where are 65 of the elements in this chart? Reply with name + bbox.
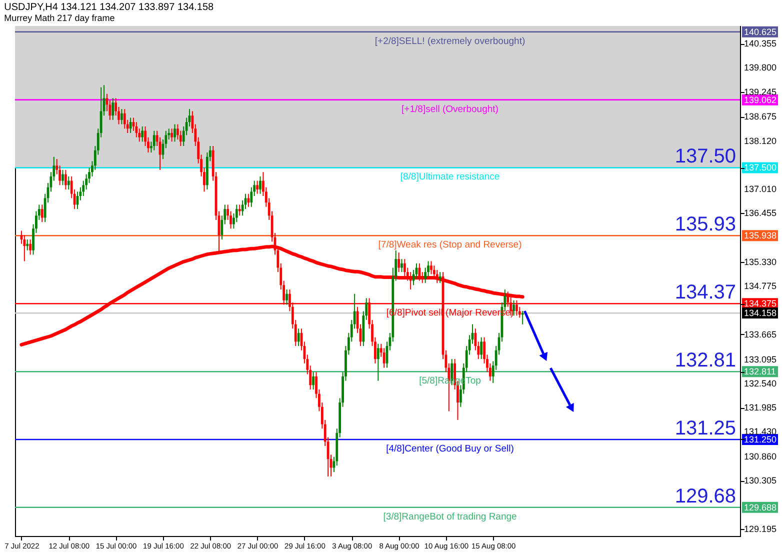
annotation: 135.93 bbox=[674, 214, 736, 236]
y-tick-label: 139.245 bbox=[744, 86, 777, 97]
ref-line-label: [3/8]RangeBot of trading Range bbox=[383, 511, 517, 522]
ref-line-label: [+2/8]SELL! (extremely overbought) bbox=[374, 36, 526, 47]
y-tick-label: 134.775 bbox=[744, 281, 777, 292]
candlestick bbox=[376, 343, 380, 382]
candlestick bbox=[152, 130, 156, 151]
annotation: 134.37 bbox=[674, 282, 736, 304]
ref-line-label: [8/8]Ultimate resistance bbox=[400, 172, 500, 183]
candlestick bbox=[286, 288, 288, 306]
candlestick bbox=[480, 336, 483, 360]
candlestick bbox=[141, 126, 144, 142]
y-tick-label: 129.195 bbox=[744, 524, 777, 534]
candlestick bbox=[432, 265, 436, 280]
y-tick-label: 137.010 bbox=[744, 184, 777, 194]
candlestick bbox=[40, 204, 44, 223]
candlestick bbox=[512, 300, 515, 316]
y-tick-label: 140.355 bbox=[744, 38, 777, 49]
chart-title: USDJPY,H4 134.121 134.207 133.897 134.158 bbox=[4, 2, 214, 13]
y-tick-label: 139.800 bbox=[744, 62, 777, 73]
candlestick bbox=[29, 238, 32, 256]
candlestick bbox=[409, 272, 412, 290]
candlestick bbox=[297, 328, 300, 346]
y-tick-label: 133.095 bbox=[744, 354, 777, 364]
candlestick bbox=[256, 180, 258, 194]
y-tick-label: 133.665 bbox=[744, 329, 777, 340]
y-tick-label: 136.455 bbox=[744, 208, 777, 218]
candlestick bbox=[174, 124, 176, 142]
candlestick bbox=[64, 169, 67, 190]
y-tick-label: 130.305 bbox=[744, 476, 777, 486]
y-tick-label: 138.120 bbox=[744, 136, 777, 146]
ref-line-label: [7/8]Weak res (Stop and Reverse) bbox=[378, 240, 522, 251]
candlestick bbox=[259, 176, 262, 194]
candlestick bbox=[436, 269, 438, 284]
candlestick bbox=[438, 272, 442, 284]
annotation: 137.50 bbox=[674, 146, 736, 168]
annotation: 132.81 bbox=[674, 350, 736, 372]
candlestick bbox=[123, 108, 126, 130]
y-tick-label: 132.540 bbox=[744, 378, 777, 388]
candlestick bbox=[312, 372, 315, 390]
candlestick bbox=[521, 310, 524, 325]
candlestick bbox=[135, 122, 138, 138]
candlestick bbox=[238, 204, 241, 216]
candlestick bbox=[398, 252, 400, 273]
candlestick bbox=[170, 128, 174, 142]
candlestick bbox=[403, 258, 406, 277]
y-tick-label: 138.675 bbox=[744, 112, 777, 122]
candlestick bbox=[400, 258, 403, 273]
candlestick bbox=[418, 262, 421, 282]
candlestick bbox=[120, 108, 123, 125]
candlestick bbox=[112, 98, 114, 120]
candlestick bbox=[67, 176, 70, 190]
y-tick-label: 131.985 bbox=[744, 402, 777, 413]
candlestick bbox=[26, 238, 29, 251]
y-tick-label: 135.330 bbox=[744, 257, 777, 268]
annotation: 131.25 bbox=[674, 417, 736, 440]
candlestick bbox=[430, 260, 432, 275]
candlestick bbox=[62, 169, 64, 186]
chart-subtitle: Murrey Math 217 day frame bbox=[4, 13, 115, 23]
y-tick-label: 130.860 bbox=[744, 451, 777, 462]
candlestick bbox=[382, 348, 386, 368]
candlestick bbox=[23, 234, 26, 262]
ref-line-label: [4/8]Center (Good Buy or Sell) bbox=[386, 443, 514, 454]
annotation: 129.68 bbox=[674, 485, 736, 508]
ref-line-label: [+1/8]sell (Overbought) bbox=[402, 104, 498, 115]
